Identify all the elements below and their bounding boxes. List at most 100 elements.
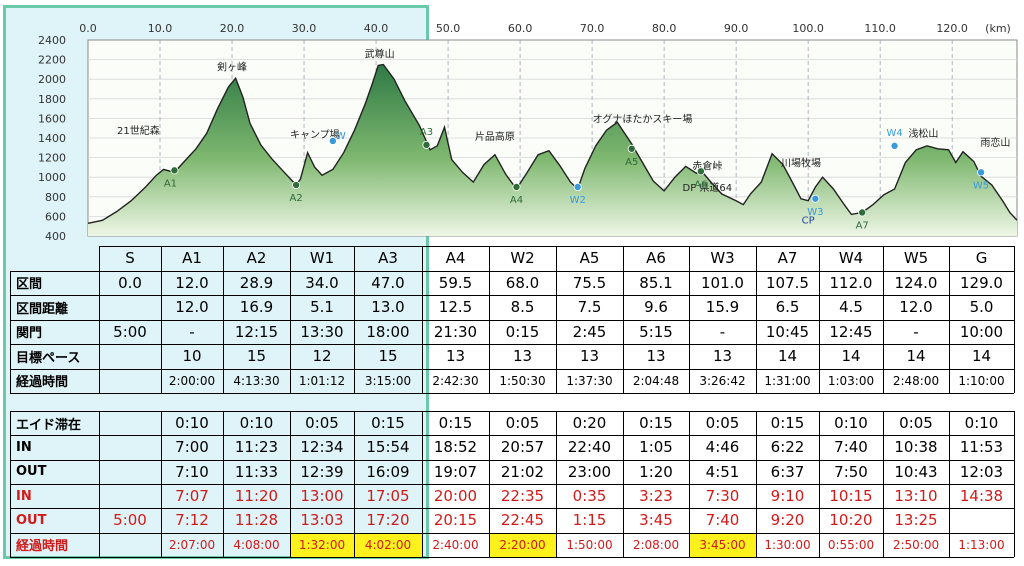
table-cell: 20:15 [433,511,478,530]
table-gridline [10,393,1014,394]
table-cell: 0:15 [505,322,540,341]
table-gridline [10,532,1014,534]
row-label: 区間距離 [16,301,69,317]
table-cell: 22:35 [500,487,545,506]
column-header: G [975,249,988,268]
table-gridline [161,246,162,393]
table-gridline [689,246,690,393]
table-cell: 2:07:00 [168,537,216,552]
water-station-marker [811,194,820,203]
table-cell: 0:15 [438,414,473,433]
place-label: 片品高原 [475,130,515,143]
table-cell: 6:22 [770,438,805,457]
elevation-area [88,64,1017,236]
table-cell: 7:50 [834,462,868,481]
table-cell: 3:45 [639,511,673,530]
table-gridline [10,411,11,557]
column-header: A4 [445,249,466,268]
table-cell: 1:13:00 [958,537,1005,552]
table-cell: 15.9 [705,298,740,317]
table-cell: 11:20 [234,487,279,506]
table-cell: 2:04:48 [632,373,680,388]
table-gridline [99,246,100,393]
table-cell: 16.9 [239,298,274,317]
x-tick-label: 80.0 [652,22,677,35]
table-cell: 10 [182,347,202,366]
aid-station-marker [512,182,521,191]
table-cell [99,411,161,435]
table-gridline [489,246,490,393]
table-cell: 7:40 [705,511,740,530]
x-tick-label: 50.0 [436,22,461,35]
row-label: エイド滞在 [16,417,82,433]
table-cell: 14 [841,347,861,366]
table-cell: 112.0 [829,273,873,292]
table-cell: 2:00:00 [168,373,216,388]
table-cell: 1:20 [639,462,673,481]
table-cell: 68.0 [505,273,540,292]
table-cell: 18:00 [366,322,410,341]
aid-station-label: A5 [625,157,638,168]
table-gridline [422,246,423,393]
y-tick-label: 1400 [38,132,66,145]
table-gridline [10,411,1014,412]
table-gridline [1014,246,1015,393]
table-cell: 13 [445,347,466,366]
table-cell: 13 [512,347,533,366]
table-gridline [354,411,355,557]
x-tick-label: 90.0 [724,22,749,35]
table-cell: 12:45 [829,322,873,341]
aid-station-label: A7 [856,220,869,231]
table-cell: - [719,322,726,341]
table-cell: 28.9 [239,273,274,292]
table-cell: 14 [906,347,926,366]
table-cell: 101.0 [701,273,744,292]
table-cell: 7:40 [834,438,868,457]
table-cell: 7:30 [705,487,740,506]
table-cell: 75.5 [572,273,607,292]
x-tick-label: 20.0 [220,22,245,35]
table-cell: 2:45 [572,322,607,341]
table-cell: 7.5 [577,298,602,317]
table-gridline [10,270,11,393]
place-label: DP 県道64 [683,181,733,194]
table-cell: 4:51 [705,462,740,481]
x-tick-label: 100.0 [792,22,824,35]
water-station-marker [890,141,899,150]
table-gridline [756,246,757,393]
table-cell: 5:00 [113,511,147,530]
table-cell: 1:01:12 [298,373,346,388]
table-cell: 85.1 [639,273,673,292]
table-cell: 0:55:00 [827,537,875,552]
table-cell: 3:23 [639,487,673,506]
aid-station-label: A1 [164,178,177,189]
y-tick-label: 1200 [38,152,66,165]
table-cell: 15:54 [366,438,410,457]
table-cell: 8.5 [510,298,535,317]
y-tick-label: 2000 [38,73,66,86]
table-cell: 11:53 [959,438,1004,457]
table-cell: 13:25 [894,511,938,530]
table-gridline [10,556,1014,558]
y-tick-label: 800 [45,191,66,204]
table-cell: 10:45 [765,322,810,341]
table-gridline [949,246,950,393]
table-gridline [10,459,1014,461]
column-header: A1 [182,249,202,268]
table-cell: 21:30 [433,322,478,341]
column-header: A3 [378,249,398,268]
table-cell: 7:00 [175,438,209,457]
table-cell: 5.0 [969,298,994,317]
row-label: 区間 [16,277,43,293]
x-tick-label: 10.0 [148,22,173,35]
place-label: 武尊山 [365,48,395,61]
table-cell: 13:10 [894,487,938,506]
table-gridline [556,246,557,393]
x-tick-label: 60.0 [508,22,533,35]
table-gridline [10,270,1014,272]
table-cell: 0:10 [239,414,274,433]
table-cell: - [913,322,919,341]
table-cell: 23:00 [567,462,612,481]
table-cell: 0:05 [505,414,540,433]
table-cell: 10:00 [959,322,1004,341]
